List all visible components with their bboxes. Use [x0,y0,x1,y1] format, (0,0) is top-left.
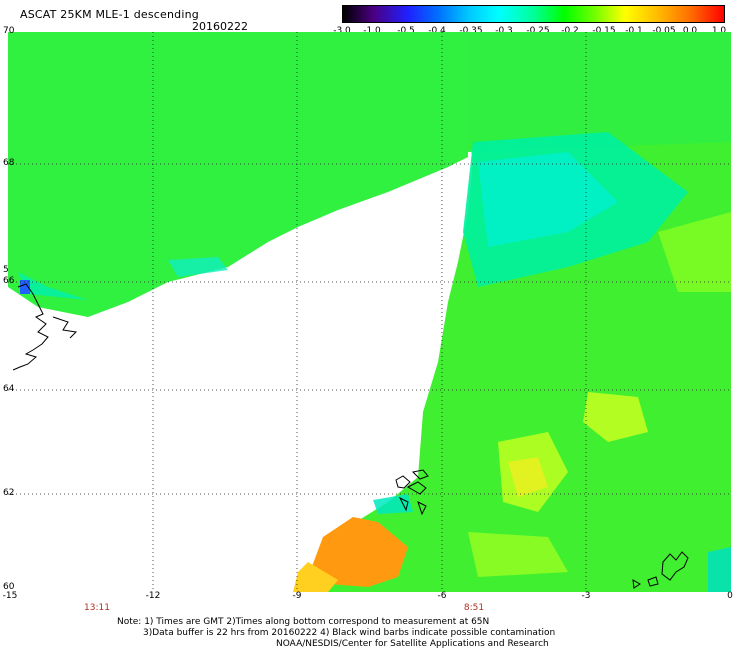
colorbar-label: -0.05 [652,26,676,36]
lon-label: -9 [292,591,302,601]
coastline-faroe [395,469,429,516]
swath-east-yellow-edge [293,562,338,592]
colorbar-label: -0.2 [561,26,579,36]
swath-east-yellow-patch [508,457,548,497]
colorbar-label: 0.0 [682,26,698,36]
note-line-1: Note: 1) Times are GMT 2)Times along bot… [117,617,490,627]
scatterometer-map [8,32,731,592]
color-bar [342,5,725,23]
colorbar-label: -1.0 [363,26,381,36]
lat-label: 68 [3,158,15,168]
swath-west [8,32,468,317]
note-line-2: 3)Data buffer is 22 hrs from 20160222 4)… [143,628,556,638]
colorbar-label: -0.1 [625,26,643,36]
lat-label-extra: 5 [3,265,9,275]
lon-label: -3 [581,591,591,601]
swath-west-cyan-patch [18,272,88,300]
pass-time: 13:11 [84,603,110,613]
colorbar-label: -0.4 [428,26,446,36]
colorbar-label: -0.5 [397,26,415,36]
lon-label: -6 [437,591,447,601]
swath-east-edge-cyan [708,547,731,592]
swath-west-cyan-patch [168,257,228,277]
grid-lines [8,32,731,592]
colorbar-label: -0.3 [495,26,513,36]
coastline-shetland [632,551,689,589]
swath-west-blue-patch [20,280,30,294]
coastline-iceland [12,283,49,371]
product-title: ASCAT 25KM MLE-1 descending [20,8,199,21]
swath-east-yellow-patch [658,212,731,292]
lon-label: 0 [727,591,733,601]
lat-label: 66 [3,276,15,286]
coastline-iceland [52,316,78,339]
lat-label: 60 [3,582,15,592]
colorbar-label: -0.25 [526,26,550,36]
colorbar-label: -3.0 [333,26,351,36]
lon-label: -15 [2,591,18,601]
colorbar-label: -0.15 [592,26,616,36]
lat-label: 64 [3,384,15,394]
colorbar-label: -0.35 [459,26,483,36]
swath-east-orange-patch [308,517,408,587]
lat-label: 70 [3,26,15,36]
swath-east-yellow-patch [583,392,648,442]
pass-time: 8:51 [463,603,485,613]
swath-east-north [468,32,731,152]
credit-line: NOAA/NESDIS/Center for Satellite Applica… [276,639,549,649]
swath-east-yellow-patch [468,532,568,577]
colorbar-label: 1.0 [711,26,727,36]
swath-east-cyan-patch [478,152,618,247]
lon-label: -12 [145,591,161,601]
lat-label: 62 [3,488,15,498]
product-date: 20160222 [192,20,248,33]
